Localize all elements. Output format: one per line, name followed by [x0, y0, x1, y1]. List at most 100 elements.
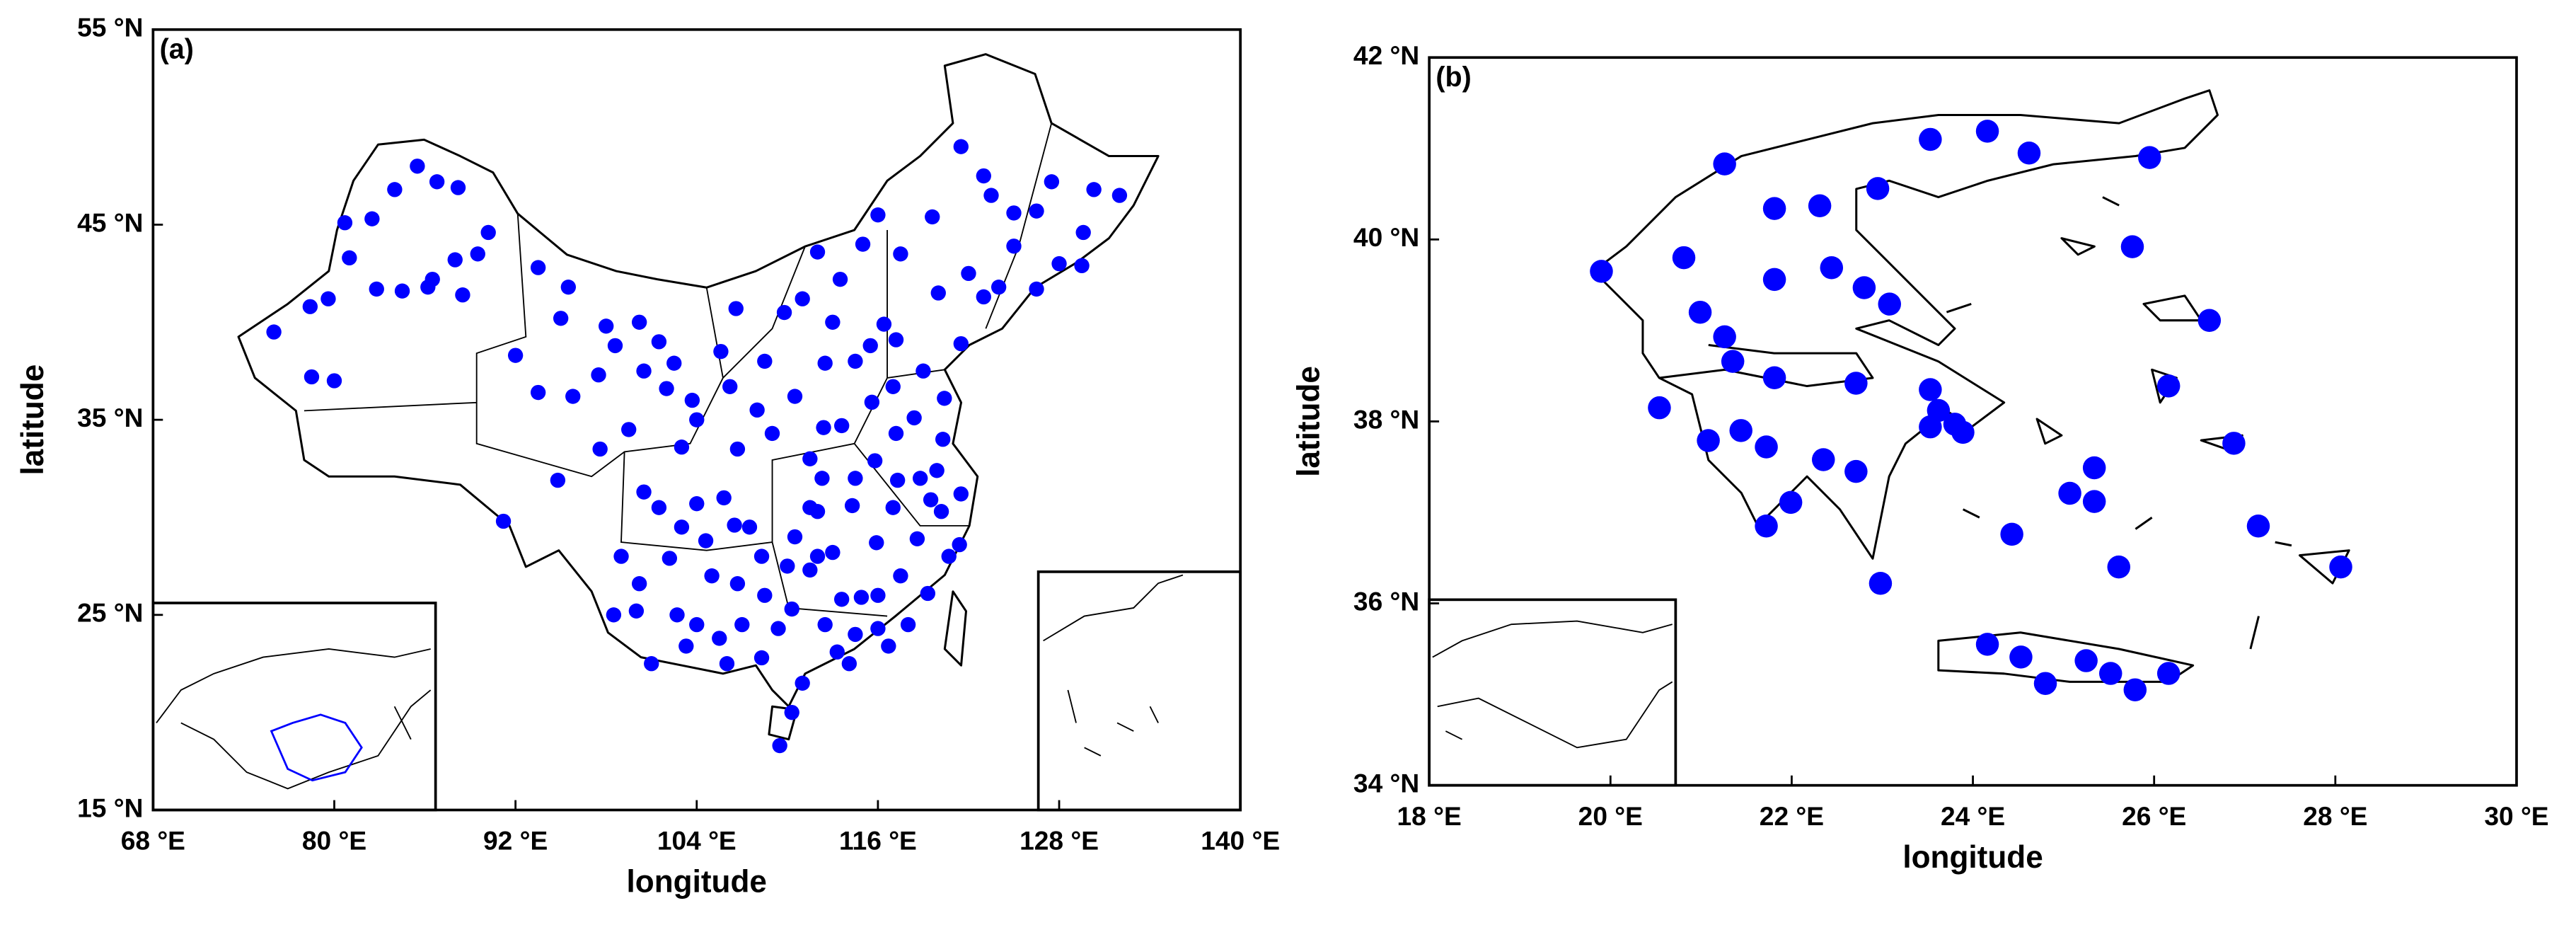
station	[770, 621, 786, 636]
x-tick-label: 140 °E	[1201, 826, 1280, 856]
station	[753, 650, 770, 666]
station	[802, 451, 818, 466]
station	[1811, 448, 1835, 471]
station	[2138, 146, 2161, 169]
station	[2017, 141, 2041, 165]
station	[1762, 197, 1786, 220]
station	[734, 616, 750, 633]
station	[764, 425, 780, 442]
station	[795, 291, 810, 306]
station	[1713, 325, 1736, 349]
station	[753, 548, 770, 564]
station	[784, 601, 799, 617]
station	[1808, 194, 1832, 218]
station	[749, 402, 765, 418]
station	[2000, 522, 2023, 546]
x-axis-label: longitude	[1902, 840, 2043, 875]
panel-label: (a)	[160, 33, 194, 64]
station	[266, 324, 282, 340]
station	[780, 558, 795, 574]
x-axis-label: longitude	[627, 865, 767, 900]
y-tick-label: 38 °N	[1353, 404, 1419, 434]
x-tick-label: 26 °E	[2122, 801, 2186, 831]
station	[684, 392, 700, 408]
station	[1075, 224, 1091, 241]
station	[916, 363, 931, 379]
station	[1590, 260, 1613, 283]
station	[728, 301, 744, 316]
station	[2156, 662, 2181, 685]
station	[976, 168, 991, 184]
station	[480, 224, 496, 241]
station	[853, 590, 870, 605]
station	[787, 529, 803, 545]
station	[550, 472, 566, 488]
station	[848, 353, 863, 369]
station	[1086, 182, 1102, 197]
station	[953, 335, 969, 352]
station	[920, 585, 936, 602]
station	[410, 159, 425, 174]
station	[817, 355, 833, 371]
station	[713, 343, 729, 360]
station	[1975, 633, 1999, 656]
station	[900, 616, 916, 633]
station	[933, 504, 949, 519]
station	[1713, 152, 1736, 176]
station	[631, 576, 647, 592]
station	[553, 311, 569, 326]
station	[429, 174, 445, 190]
station	[795, 675, 810, 691]
station	[2107, 555, 2131, 579]
station	[628, 603, 645, 619]
y-tick-label: 25 °N	[77, 598, 143, 628]
y-tick-label: 40 °N	[1353, 222, 1419, 252]
station	[772, 737, 787, 754]
station	[2123, 678, 2147, 701]
station	[674, 519, 690, 535]
y-tick-label: 34 °N	[1353, 768, 1419, 798]
station	[447, 252, 463, 268]
station	[678, 638, 694, 654]
station	[802, 562, 818, 578]
station	[1919, 415, 1942, 439]
inset-coastline	[156, 648, 432, 790]
x-tick-label: 68 °E	[121, 826, 185, 856]
station	[2082, 490, 2106, 513]
station	[1721, 350, 1745, 373]
station	[784, 704, 799, 720]
y-tick-label: 42 °N	[1353, 40, 1419, 70]
x-tick-label: 28 °E	[2303, 801, 2367, 831]
inset-coastline	[1432, 620, 1673, 749]
station	[923, 492, 939, 507]
station	[1844, 459, 1868, 483]
station	[1852, 276, 1876, 299]
station	[722, 379, 738, 394]
station	[530, 260, 546, 275]
station	[659, 381, 674, 396]
station	[727, 517, 742, 533]
station	[802, 500, 818, 515]
y-tick-label: 35 °N	[77, 403, 143, 432]
y-tick-label: 36 °N	[1353, 586, 1419, 616]
station	[1975, 120, 1999, 143]
station	[961, 265, 976, 282]
station	[906, 410, 922, 426]
station	[953, 486, 969, 502]
station	[342, 250, 357, 266]
y-tick-label: 55 °N	[77, 13, 143, 42]
station	[1878, 292, 1901, 316]
station	[689, 412, 705, 427]
station	[698, 533, 714, 548]
station	[814, 471, 830, 486]
station	[2082, 456, 2106, 480]
x-tick-label: 104 °E	[657, 826, 737, 856]
station	[2197, 309, 2222, 333]
x-tick-label: 128 °E	[1020, 826, 1099, 856]
station	[816, 420, 831, 435]
station	[1951, 420, 1975, 444]
station	[941, 548, 957, 564]
station	[893, 568, 908, 584]
station	[1111, 188, 1128, 203]
